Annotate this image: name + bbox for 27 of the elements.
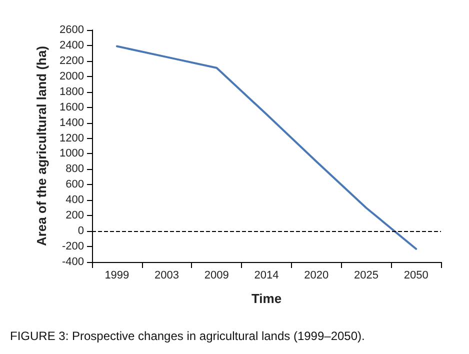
y-tick-label: 2400 <box>60 39 84 52</box>
x-tick-label: 2014 <box>254 270 279 282</box>
y-tick-label: 200 <box>66 210 84 222</box>
y-tick-label: 2000 <box>60 70 84 82</box>
y-axis-title: Area of the agricultural land (ha) <box>34 46 49 246</box>
caption: FIGURE 3: Prospective changes in agricultural lands (1999–2050). <box>10 329 365 343</box>
y-tick-label: 1800 <box>60 86 84 98</box>
y-tick-label: -200 <box>62 240 84 253</box>
y-tick-label: 1000 <box>60 148 84 160</box>
y-tick-label: 1400 <box>60 116 84 129</box>
line-series <box>116 45 418 250</box>
x-axis-title: Time <box>251 291 282 306</box>
y-tick-label: 0 <box>78 225 84 238</box>
y-tick-label: 800 <box>66 163 84 176</box>
x-tick-label: 2025 <box>354 270 378 282</box>
x-tick-label: 2020 <box>304 270 329 282</box>
y-tick-label: 600 <box>66 178 84 191</box>
y-tick-label: 1200 <box>60 132 84 144</box>
x-tick-label: 2003 <box>154 270 180 282</box>
y-tick-label: 2200 <box>60 54 84 67</box>
x-tick-label: 2009 <box>204 270 229 282</box>
y-tick-label: 400 <box>66 194 84 206</box>
x-tick-label: 1999 <box>104 270 130 282</box>
y-tick-label: -400 <box>62 256 84 268</box>
x-tick-label: 2050 <box>404 270 428 282</box>
y-tick-label: 2600 <box>60 24 84 36</box>
y-tick-label: 1600 <box>60 101 84 114</box>
